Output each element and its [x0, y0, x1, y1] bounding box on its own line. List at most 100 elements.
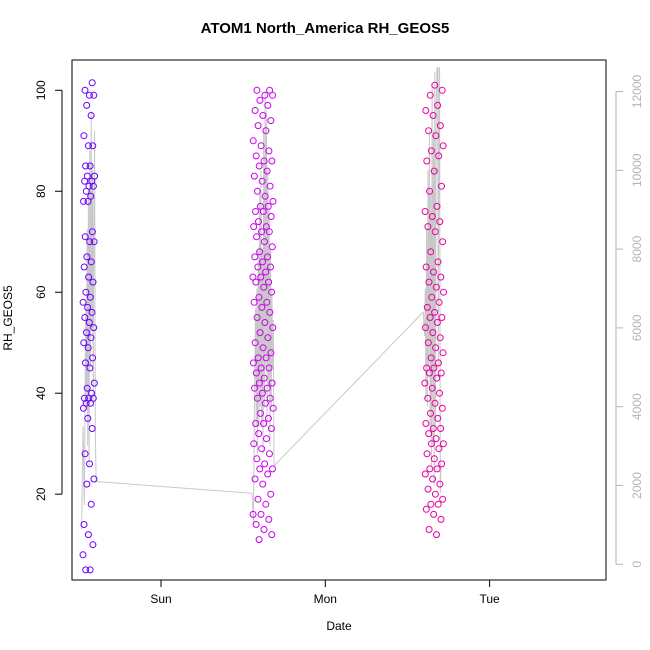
data-point: [260, 374, 268, 382]
data-point: [262, 268, 270, 276]
data-point: [432, 283, 440, 291]
data-point: [262, 127, 270, 135]
data-point: [423, 303, 431, 311]
data-point: [82, 566, 90, 574]
data-point: [431, 399, 439, 407]
data-point: [261, 91, 269, 99]
data-point: [433, 465, 441, 473]
data-point: [249, 359, 257, 367]
data-point: [427, 147, 435, 155]
data-point: [423, 157, 431, 165]
data-point: [89, 182, 97, 190]
data-point: [259, 344, 267, 352]
data-point: [263, 298, 271, 306]
data-point: [80, 394, 88, 402]
data-point: [429, 112, 437, 119]
plot-frame: [71, 59, 607, 581]
data-point: [255, 162, 263, 170]
data-point: [260, 283, 268, 291]
data-point: [268, 531, 276, 539]
y-tick-label: 80: [34, 184, 48, 198]
data-point: [254, 263, 262, 271]
data-point: [253, 314, 261, 321]
data-point: [436, 480, 444, 488]
data-point: [266, 308, 274, 316]
data-point: [267, 213, 275, 220]
data-point: [440, 288, 448, 296]
data-point: [88, 389, 96, 397]
data-point: [260, 420, 267, 427]
data-point: [82, 288, 90, 296]
data-point: [258, 228, 265, 236]
data-point: [422, 420, 430, 427]
data-point: [253, 455, 261, 463]
data-point: [430, 167, 438, 175]
data-point: [267, 117, 275, 125]
data-point: [263, 384, 271, 392]
x-tick-label: Sun: [150, 592, 171, 606]
data-point: [429, 425, 437, 432]
data-point: [264, 202, 272, 210]
data-point: [437, 425, 445, 432]
data-point: [430, 510, 438, 518]
data-point: [85, 91, 93, 99]
data-point: [422, 263, 430, 271]
x-tick-label: Tue: [479, 592, 500, 606]
data-point: [427, 354, 435, 362]
data-point: [267, 263, 274, 271]
data-point: [437, 369, 445, 377]
data-point: [438, 404, 446, 412]
data-point: [256, 96, 264, 104]
data-point: [432, 344, 440, 352]
data-point: [258, 303, 266, 311]
data-point: [261, 399, 269, 407]
data-point: [427, 248, 435, 256]
data-point: [433, 202, 441, 210]
data-point: [261, 319, 269, 326]
axes-layer: 20 40 60 80 100 0 2000 4000 6000 8000 10000 12000 Su…: [34, 75, 644, 606]
data-point: [423, 364, 431, 372]
data-point: [266, 86, 274, 94]
points-layer: [79, 79, 448, 574]
data-point: [83, 172, 91, 180]
data-point: [252, 208, 259, 215]
data-point: [427, 409, 434, 417]
data-point: [269, 197, 277, 205]
data-point: [262, 500, 270, 508]
data-point: [82, 359, 89, 367]
data-point: [84, 142, 92, 150]
data-point: [253, 86, 261, 94]
data-point: [433, 374, 441, 382]
data-point: [250, 172, 258, 180]
data-point: [251, 384, 258, 392]
y-tick-label: 100: [34, 80, 48, 100]
data-point: [79, 551, 87, 559]
data-point: [265, 147, 273, 155]
data-point: [259, 112, 267, 119]
data-point: [255, 379, 263, 387]
data-point: [260, 526, 268, 533]
data-point: [439, 440, 447, 448]
data-point: [90, 379, 98, 387]
data-point: [254, 354, 262, 362]
y-axis-label-text: RH_GEOS5: [1, 285, 15, 351]
data-point: [428, 213, 436, 220]
data-point: [259, 208, 267, 215]
data-point: [263, 435, 270, 443]
data-point: [265, 278, 273, 286]
data-point: [90, 238, 98, 246]
data-point: [252, 420, 260, 427]
data-point: [80, 263, 88, 271]
data-point: [80, 197, 87, 205]
data-point: [89, 354, 97, 362]
data-point: [435, 445, 443, 453]
data-point: [259, 480, 267, 488]
data-point: [434, 101, 442, 109]
chart-title: ATOM1 North_America RH_GEOS5: [200, 20, 450, 37]
data-point: [436, 389, 443, 397]
data-point: [81, 450, 89, 458]
y2-tick-label: 12000: [630, 75, 644, 109]
data-point: [89, 278, 97, 286]
data-point: [424, 394, 432, 402]
